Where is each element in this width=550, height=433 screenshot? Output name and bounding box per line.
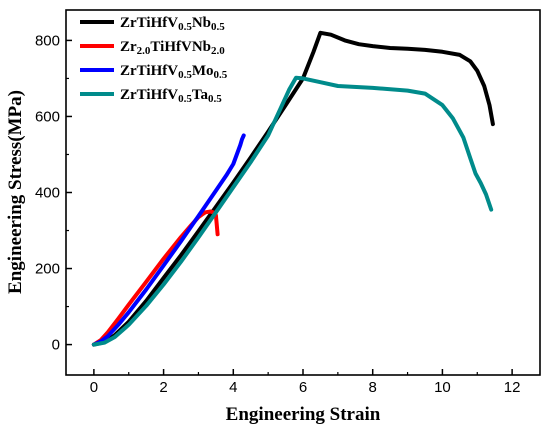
y-tick-label: 200 (35, 261, 60, 278)
x-tick-label: 0 (90, 379, 98, 396)
x-tick-label: 4 (229, 379, 237, 396)
legend: ZrTiHfV0.5Nb0.5 Zr2.0TiHfVNb2.0 ZrTiHfV0.5… (80, 15, 228, 105)
x-tick-label: 12 (504, 379, 521, 396)
x-tick-label: 10 (434, 379, 451, 396)
y-tick-label: 800 (35, 32, 60, 49)
series-line-4 (91, 75, 494, 347)
x-tick-label: 6 (299, 379, 307, 396)
legend-label-3: ZrTiHfV0.5Mo0.5 (120, 63, 228, 81)
plot-lines (91, 30, 495, 347)
y-tick-label: 0 (52, 337, 60, 354)
legend-label-2: Zr2.0TiHfVNb2.0 (120, 39, 225, 57)
x-axis-ticks: 0 2 4 6 8 10 12 (90, 369, 521, 396)
x-axis-title: Engineering Strain (226, 404, 381, 425)
y-axis-ticks: 0 200 400 600 800 (35, 32, 72, 354)
legend-label-4: ZrTiHfV0.5Ta0.5 (120, 87, 222, 105)
y-axis-title: Engineering Stress(MPa) (5, 90, 26, 294)
y-tick-label: 600 (35, 108, 60, 125)
y-tick-label: 400 (35, 185, 60, 202)
x-tick-label: 2 (159, 379, 167, 396)
series-line-1 (91, 30, 495, 347)
legend-label-1: ZrTiHfV0.5Nb0.5 (120, 15, 225, 33)
x-tick-label: 8 (369, 379, 377, 396)
series-line-3 (91, 133, 246, 347)
